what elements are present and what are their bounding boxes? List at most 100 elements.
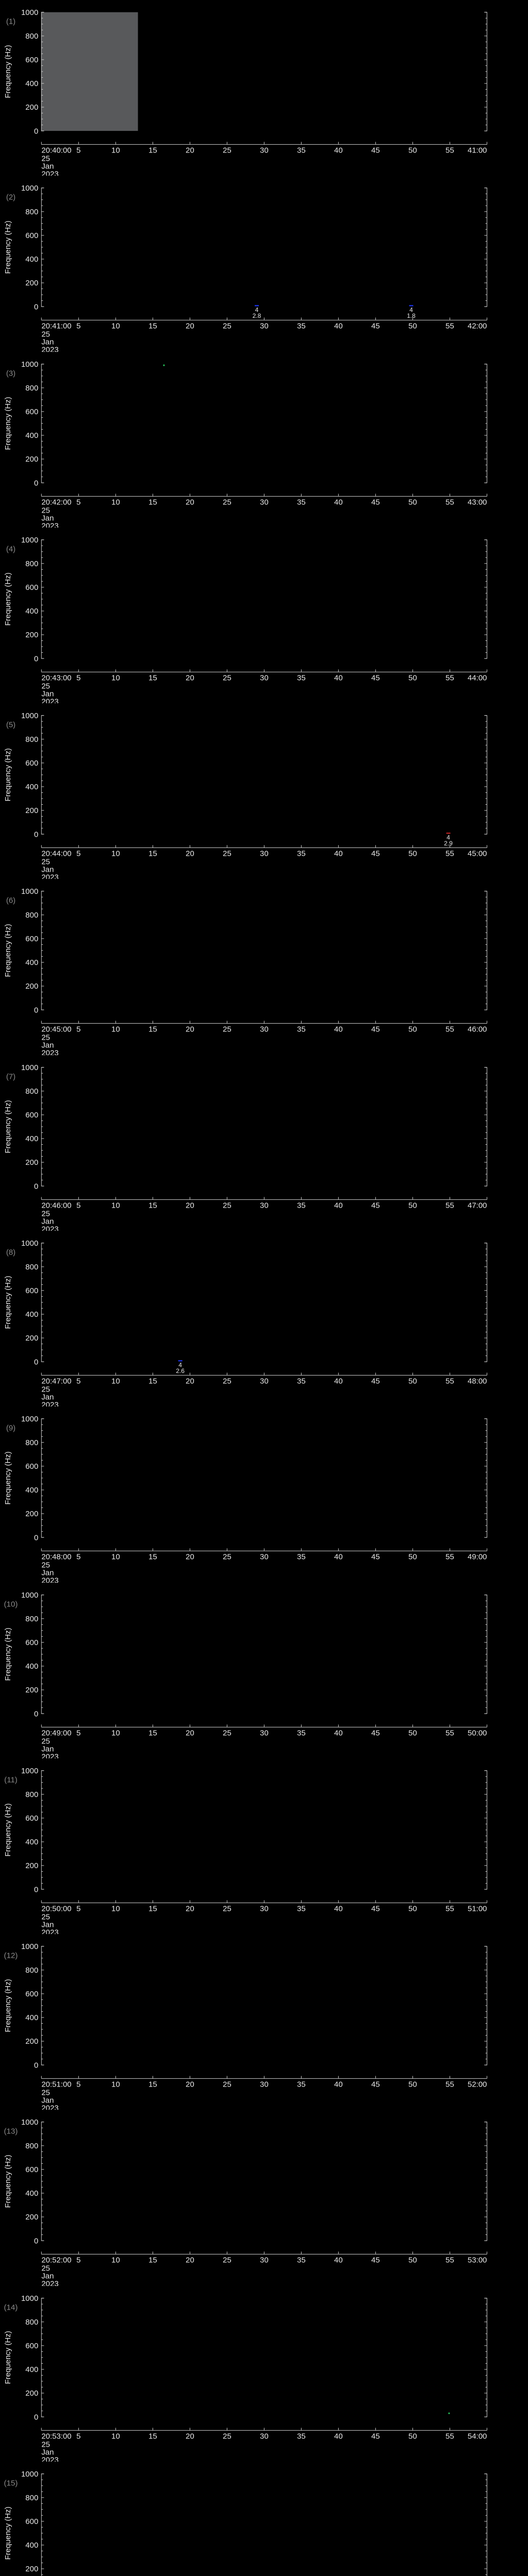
svg-text:55: 55 — [446, 1201, 454, 1210]
svg-text:5: 5 — [76, 1201, 80, 1210]
svg-text:0: 0 — [34, 1534, 38, 1543]
svg-text:10: 10 — [111, 146, 120, 155]
svg-text:55: 55 — [446, 2256, 454, 2265]
svg-text:25: 25 — [223, 1201, 232, 1210]
svg-text:400: 400 — [25, 2013, 38, 2022]
svg-text:20:46:00: 20:46:00 — [41, 1201, 71, 1210]
svg-text:25: 25 — [223, 2080, 232, 2089]
svg-text:800: 800 — [25, 1790, 38, 1799]
svg-text:10: 10 — [111, 673, 120, 682]
svg-text:30: 30 — [260, 1201, 269, 1210]
svg-text:54:00: 54:00 — [468, 2432, 487, 2441]
svg-text:25: 25 — [223, 1025, 232, 1034]
svg-text:600: 600 — [25, 2517, 38, 2526]
svg-text:20:45:00: 20:45:00 — [41, 1025, 71, 1034]
svg-text:40: 40 — [334, 498, 343, 506]
svg-text:5: 5 — [76, 2256, 80, 2265]
svg-text:35: 35 — [297, 1201, 306, 1210]
svg-text:20: 20 — [186, 1553, 194, 1562]
svg-text:15: 15 — [148, 146, 157, 155]
svg-text:1000: 1000 — [21, 2294, 38, 2303]
svg-text:30: 30 — [260, 2256, 269, 2265]
svg-text:52:00: 52:00 — [468, 2080, 487, 2089]
svg-text:800: 800 — [25, 1615, 38, 1623]
svg-text:30: 30 — [260, 498, 269, 506]
svg-text:5: 5 — [76, 850, 80, 858]
svg-text:(4): (4) — [6, 545, 15, 554]
svg-text:35: 35 — [297, 850, 306, 858]
svg-text:1000: 1000 — [21, 360, 38, 368]
svg-text:1000: 1000 — [21, 1767, 38, 1775]
svg-text:45: 45 — [371, 850, 380, 858]
svg-text:(15): (15) — [4, 2479, 18, 2488]
svg-text:50: 50 — [408, 2256, 417, 2265]
svg-text:200: 200 — [25, 2213, 38, 2222]
svg-text:1000: 1000 — [21, 184, 38, 193]
svg-text:2.6: 2.6 — [176, 1367, 185, 1375]
svg-text:20: 20 — [186, 1201, 194, 1210]
svg-text:40: 40 — [334, 146, 343, 155]
svg-text:5: 5 — [76, 498, 80, 506]
svg-text:600: 600 — [25, 1462, 38, 1471]
svg-text:1.8: 1.8 — [407, 313, 416, 320]
svg-text:Frequency (Hz): Frequency (Hz) — [4, 2155, 12, 2208]
svg-text:200: 200 — [25, 982, 38, 991]
svg-text:44:00: 44:00 — [468, 673, 487, 682]
svg-text:40: 40 — [334, 2080, 343, 2089]
svg-text:400: 400 — [25, 255, 38, 264]
svg-text:200: 200 — [25, 1686, 38, 1694]
svg-text:30: 30 — [260, 1728, 269, 1737]
svg-text:50: 50 — [408, 850, 417, 858]
svg-text:0: 0 — [34, 1885, 38, 1894]
svg-text:20:51:00: 20:51:00 — [41, 2080, 71, 2089]
svg-text:20:41:00: 20:41:00 — [41, 322, 71, 331]
svg-text:(13): (13) — [4, 2127, 18, 2136]
svg-text:50: 50 — [408, 2080, 417, 2089]
svg-text:2023: 2023 — [41, 1928, 58, 1934]
svg-text:35: 35 — [297, 2432, 306, 2441]
svg-text:50: 50 — [408, 146, 417, 155]
svg-text:15: 15 — [148, 498, 157, 506]
svg-text:40: 40 — [334, 1025, 343, 1034]
svg-text:55: 55 — [446, 322, 454, 331]
svg-text:5: 5 — [76, 2432, 80, 2441]
svg-text:25: 25 — [223, 1553, 232, 1562]
svg-text:Frequency (Hz): Frequency (Hz) — [4, 397, 12, 450]
svg-text:20: 20 — [186, 850, 194, 858]
svg-text:55: 55 — [446, 1904, 454, 1913]
svg-text:20:47:00: 20:47:00 — [41, 1377, 71, 1385]
svg-text:800: 800 — [25, 2142, 38, 2150]
svg-text:20: 20 — [186, 2256, 194, 2265]
svg-text:40: 40 — [334, 1553, 343, 1562]
svg-text:20:44:00: 20:44:00 — [41, 850, 71, 858]
svg-text:10: 10 — [111, 1025, 120, 1034]
svg-text:10: 10 — [111, 498, 120, 506]
svg-text:50: 50 — [408, 1377, 417, 1385]
svg-text:200: 200 — [25, 1861, 38, 1870]
svg-text:15: 15 — [148, 2080, 157, 2089]
svg-text:600: 600 — [25, 583, 38, 592]
svg-text:35: 35 — [297, 1728, 306, 1737]
svg-text:20: 20 — [186, 2080, 194, 2089]
svg-text:400: 400 — [25, 431, 38, 440]
svg-text:600: 600 — [25, 759, 38, 768]
svg-text:40: 40 — [334, 2256, 343, 2265]
svg-text:50: 50 — [408, 498, 417, 506]
svg-text:5: 5 — [76, 1025, 80, 1034]
svg-text:45: 45 — [371, 498, 380, 506]
svg-text:35: 35 — [297, 322, 306, 331]
svg-text:35: 35 — [297, 2256, 306, 2265]
svg-text:35: 35 — [297, 2080, 306, 2089]
svg-text:800: 800 — [25, 2318, 38, 2327]
svg-text:55: 55 — [446, 1728, 454, 1737]
svg-text:25: 25 — [223, 1377, 232, 1385]
svg-text:2023: 2023 — [41, 2280, 58, 2286]
svg-text:40: 40 — [334, 1728, 343, 1737]
svg-text:30: 30 — [260, 1553, 269, 1562]
svg-text:20:43:00: 20:43:00 — [41, 673, 71, 682]
svg-text:25: 25 — [223, 1904, 232, 1913]
svg-text:0: 0 — [34, 654, 38, 663]
svg-text:(7): (7) — [6, 1072, 15, 1081]
svg-text:2023: 2023 — [41, 521, 58, 528]
svg-text:200: 200 — [25, 103, 38, 112]
